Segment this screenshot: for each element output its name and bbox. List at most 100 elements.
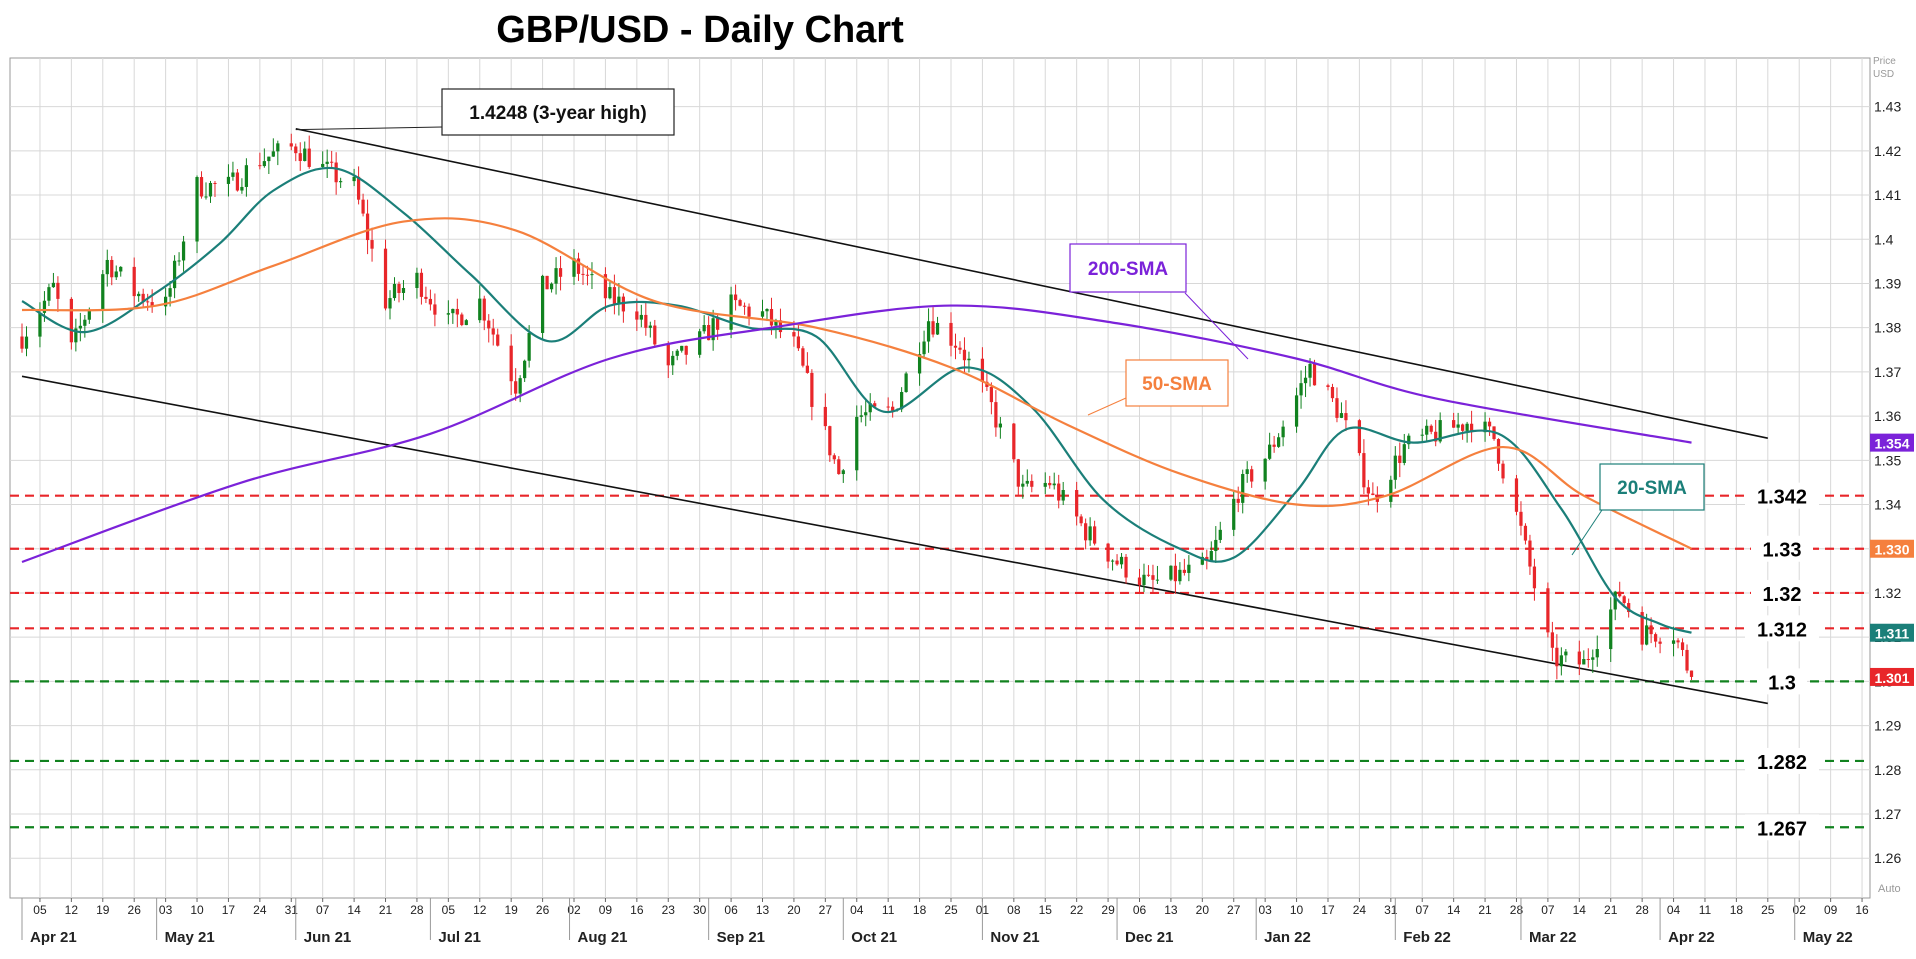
candle-body (1362, 453, 1366, 488)
price-tick-label: 1.29 (1874, 718, 1901, 734)
price-tick-label: 1.35 (1874, 452, 1901, 468)
candle-body (1151, 575, 1155, 580)
candle-body (383, 248, 388, 309)
candle-body (922, 341, 926, 355)
candle-body (298, 153, 302, 161)
candle-body (1119, 556, 1124, 565)
candle-body (868, 403, 872, 413)
candle-body (1124, 556, 1128, 578)
candle-body (1312, 363, 1317, 386)
candle-body (1025, 480, 1029, 484)
candle-body (1532, 566, 1537, 589)
candle-body (1084, 523, 1088, 541)
day-tick-label: 05 (442, 903, 456, 917)
candle-body (671, 355, 675, 366)
candle-body (1115, 560, 1119, 565)
candle-body (56, 282, 60, 299)
candle-body (1671, 640, 1676, 644)
day-tick-label: 31 (1384, 903, 1398, 917)
day-tick-label: 24 (253, 903, 267, 917)
candle-body (653, 325, 657, 345)
month-label: Jan 22 (1264, 929, 1311, 946)
candle-body (146, 301, 150, 303)
day-tick-label: 05 (33, 903, 47, 917)
candle-body (365, 213, 370, 241)
candle-body (451, 308, 455, 314)
candle-body (1294, 395, 1299, 427)
candle-body (1523, 525, 1528, 541)
candle-body (765, 308, 769, 312)
price-tick-label: 1.28 (1874, 762, 1901, 778)
day-tick-label: 13 (756, 903, 770, 917)
annotation-50sma: 50-SMA (1142, 374, 1212, 395)
candle-body (1048, 482, 1052, 486)
trendline (21, 375, 1768, 705)
candle-body (873, 403, 877, 407)
candle-body (832, 455, 836, 460)
level-label-bg (1751, 535, 1813, 562)
candle-body (114, 271, 118, 278)
candle-body (163, 296, 168, 307)
price-tick-label: 1.37 (1874, 364, 1901, 380)
candle-body (1366, 487, 1370, 494)
day-tick-label: 30 (693, 903, 707, 917)
candle-body (1420, 434, 1424, 436)
candle-body (388, 298, 392, 309)
day-tick-label: 16 (1855, 903, 1869, 917)
candle-body (69, 298, 73, 343)
candle-body (303, 148, 307, 161)
candle-body (1218, 529, 1222, 540)
sma-layer (21, 166, 1692, 634)
trendlines-layer (21, 127, 1768, 705)
candle-body (51, 282, 56, 288)
day-tick-label: 07 (1416, 903, 1430, 917)
candle-body (644, 314, 648, 328)
day-tick-label: 06 (724, 903, 738, 917)
candle-body (518, 378, 522, 394)
candle-body (558, 268, 563, 277)
day-tick-label: 28 (1510, 903, 1524, 917)
month-label: Aug 21 (578, 929, 628, 946)
candle-body (1456, 424, 1460, 428)
price-tick-label: 1.27 (1874, 806, 1901, 822)
day-tick-label: 10 (190, 903, 204, 917)
day-tick-label: 08 (1007, 903, 1021, 917)
candle-body (1339, 413, 1344, 418)
candle-body (24, 336, 29, 349)
candle-body (994, 402, 998, 428)
month-label: Dec 21 (1125, 929, 1173, 946)
level-label: 1.267 (1757, 818, 1807, 840)
candle-body (590, 274, 594, 276)
candle-body (1689, 670, 1694, 677)
candle-body (496, 334, 500, 346)
candle-body (891, 406, 895, 411)
day-tick-label: 25 (944, 903, 958, 917)
candle-body (172, 260, 177, 289)
candle-body (105, 259, 109, 275)
candle-body (1236, 498, 1240, 503)
candle-body (1092, 526, 1097, 544)
month-label: Apr 22 (1668, 929, 1715, 946)
month-label: Mar 22 (1529, 929, 1577, 946)
candle-body (321, 163, 325, 167)
day-tick-label: 14 (347, 903, 361, 917)
candle-body (545, 275, 549, 290)
day-tick-label: 13 (1164, 903, 1178, 917)
candle-body (1326, 385, 1330, 387)
candle-body (78, 325, 82, 329)
candle-body (1178, 569, 1182, 582)
annotations-layer: 1.4248 (3-year high) 200-SMA 50-SMA 20-SMA (295, 88, 1705, 556)
candle-body (1577, 651, 1581, 665)
candle-body (666, 344, 670, 366)
candle-body (698, 331, 702, 355)
candle-body (1564, 651, 1568, 656)
candle-body (276, 143, 280, 152)
candle-body (949, 322, 953, 346)
candle-body (141, 293, 145, 302)
candle-body (204, 196, 208, 198)
candle-body (1586, 659, 1590, 661)
candle-body (1438, 420, 1442, 442)
month-label: Feb 22 (1403, 929, 1451, 946)
candle-body (1272, 444, 1276, 447)
